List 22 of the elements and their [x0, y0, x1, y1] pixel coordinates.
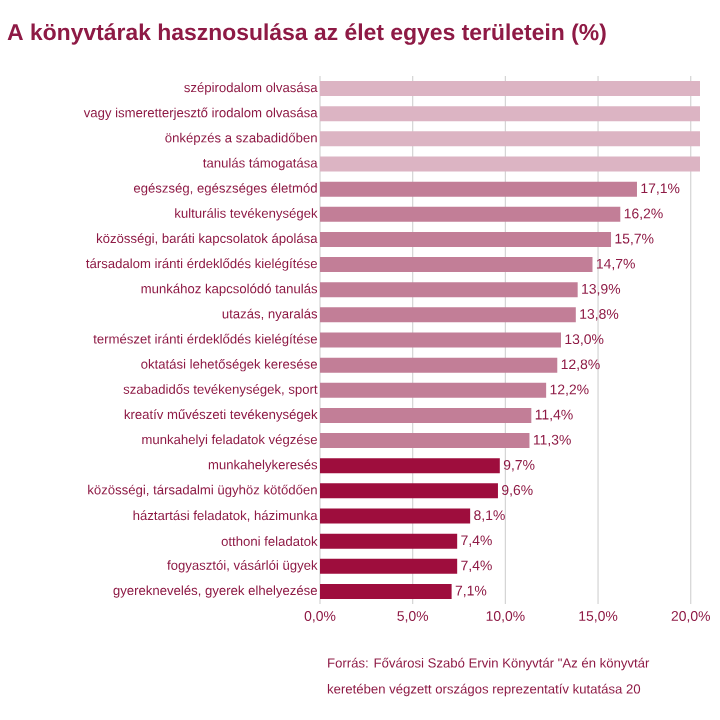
bar [320, 558, 458, 574]
bar [320, 533, 458, 549]
bar [320, 483, 498, 499]
bar [320, 231, 612, 247]
bar [320, 106, 701, 122]
bar [320, 307, 576, 323]
bar [320, 382, 547, 398]
bar [320, 131, 701, 147]
bar [320, 206, 621, 222]
bar [320, 257, 593, 273]
bar [320, 181, 637, 197]
bar [320, 357, 558, 373]
bar [320, 458, 500, 474]
bar [320, 407, 532, 423]
bar [320, 156, 701, 172]
bar [320, 433, 530, 449]
bar [320, 81, 701, 97]
bar [320, 282, 578, 298]
bar [320, 332, 561, 348]
bar [320, 583, 452, 599]
bar [320, 508, 471, 524]
chart-title: A könyvtárak hasznosulása az élet egyes területein (%) [7, 23, 606, 45]
